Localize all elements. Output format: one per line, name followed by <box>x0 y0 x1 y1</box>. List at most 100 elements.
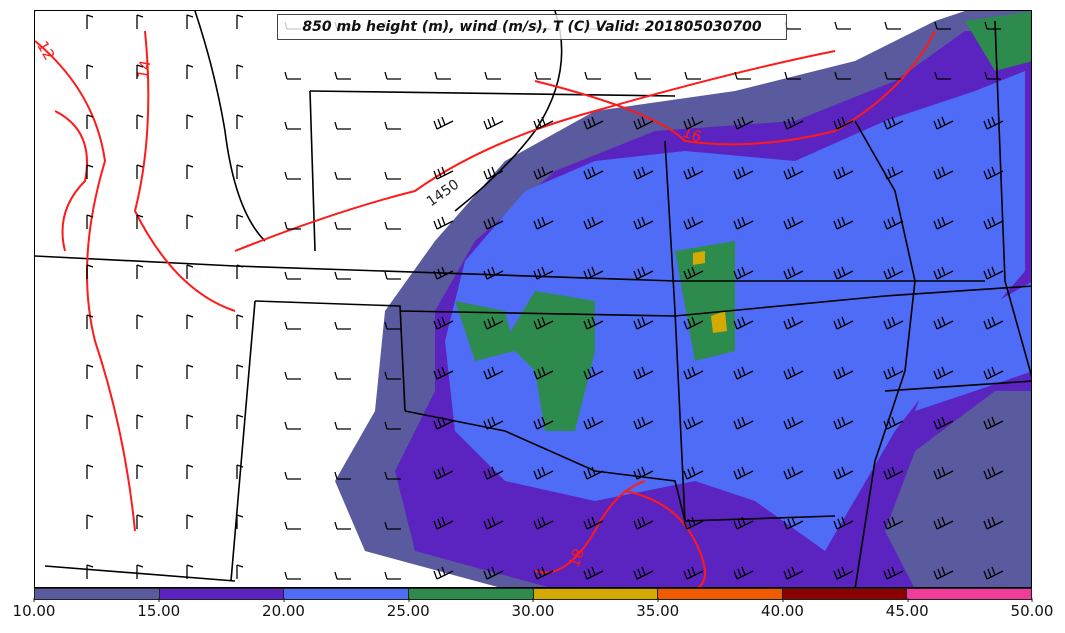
wind-barb <box>236 164 244 179</box>
contour-14 <box>133 30 236 312</box>
wind-barb <box>583 466 604 480</box>
wind-barb <box>983 366 1004 380</box>
wind-barb <box>136 514 144 529</box>
colorbar-tick-label: 45.00 <box>885 598 929 620</box>
wind-barb <box>136 314 144 329</box>
wind-barb <box>883 116 904 130</box>
shade-25-30-ne <box>965 11 1031 71</box>
wind-barb <box>334 71 351 80</box>
wind-barb <box>384 521 401 530</box>
wind-barb <box>483 316 504 330</box>
border-nm-east <box>254 300 406 412</box>
colorbar-tick-label: 15.00 <box>137 598 181 620</box>
wind-barb <box>933 566 954 580</box>
wind-barb <box>533 116 554 130</box>
border-colorado-west <box>230 300 256 582</box>
wind-barb <box>284 71 301 80</box>
wind-barb <box>933 116 954 130</box>
wind-barb <box>884 71 901 80</box>
wind-barb <box>186 314 194 329</box>
wind-barb <box>483 216 504 230</box>
shade-30-35 <box>711 311 727 333</box>
wind-barb <box>734 71 751 80</box>
wind-barb <box>983 116 1004 130</box>
wind-barb <box>583 516 604 530</box>
wind-barb <box>583 316 604 330</box>
wind-barb <box>533 366 554 380</box>
wind-barb <box>883 416 904 430</box>
wind-barb <box>783 266 804 280</box>
wind-barb <box>833 466 854 480</box>
colorbar-tick-label: 30.00 <box>511 598 555 620</box>
border-se <box>884 380 1031 392</box>
map-title: 850 mb height (m), wind (m/s), T (C) Val… <box>277 14 787 40</box>
colorbar-segment-1 <box>159 589 285 599</box>
wind-barb <box>783 466 804 480</box>
wind-barb <box>483 566 504 580</box>
wind-barb <box>983 416 1004 430</box>
contour-label-18: 18 <box>565 546 588 570</box>
wind-barb <box>683 516 704 530</box>
shade-10-15-se <box>885 391 1031 587</box>
wind-barb <box>583 216 604 230</box>
wind-barb <box>334 471 351 480</box>
wind-barb <box>534 71 551 80</box>
contour-18 <box>624 490 706 587</box>
wind-barb <box>583 416 604 430</box>
wind-barb <box>186 14 194 29</box>
wind-barb <box>334 571 351 580</box>
wind-barb <box>584 71 601 80</box>
wind-barb <box>384 221 401 230</box>
colorbar-segment-6 <box>782 589 908 599</box>
wind-barb <box>934 71 951 80</box>
wind-barb <box>983 216 1004 230</box>
wind-barb <box>284 571 301 580</box>
wind-barb <box>384 421 401 430</box>
wind-barb <box>884 21 901 30</box>
wind-barb <box>334 421 351 430</box>
wind-barb <box>733 116 754 130</box>
wind-barb <box>733 316 754 330</box>
contour-label-group: 12 14 16 18 <box>35 38 704 570</box>
map-panel: 12 14 16 18 1450 <box>34 10 1032 588</box>
wind-barb <box>733 416 754 430</box>
wind-barb <box>683 366 704 380</box>
wind-barb <box>433 316 454 330</box>
wind-barb <box>86 414 94 429</box>
wind-barb <box>583 116 604 130</box>
wind-barb <box>483 466 504 480</box>
contour-label-16: 16 <box>680 123 704 146</box>
border-ok-panhandle <box>404 410 686 522</box>
wind-barb <box>783 116 804 130</box>
colorbar-segment-4 <box>533 589 659 599</box>
border-nebraska-kansas <box>35 255 985 282</box>
wind-barb <box>833 216 854 230</box>
wind-barb <box>284 221 301 230</box>
wind-barb <box>633 466 654 480</box>
wind-barb <box>533 566 554 580</box>
wind-barb <box>833 116 854 130</box>
wind-barb <box>634 71 651 80</box>
wind-barb <box>783 166 804 180</box>
wind-barb <box>733 366 754 380</box>
wind-barb <box>583 166 604 180</box>
wind-barb <box>633 116 654 130</box>
wind-barb <box>136 64 144 79</box>
wind-barb <box>236 314 244 329</box>
wind-barb <box>384 271 401 280</box>
wind-barb <box>833 166 854 180</box>
state-borders <box>35 11 1031 587</box>
wind-barb <box>733 266 754 280</box>
wind-barb <box>186 514 194 529</box>
wind-barb <box>433 266 454 280</box>
wind-speed-shading <box>335 11 1031 587</box>
wind-barb <box>236 464 244 479</box>
border-wyoming-east <box>309 90 316 252</box>
wind-barb <box>433 216 454 230</box>
wind-barb <box>683 416 704 430</box>
colorbar-segment-3 <box>408 589 534 599</box>
wind-barb <box>883 366 904 380</box>
wind-barb <box>186 464 194 479</box>
wind-barb <box>984 21 1001 30</box>
wind-barb <box>933 216 954 230</box>
